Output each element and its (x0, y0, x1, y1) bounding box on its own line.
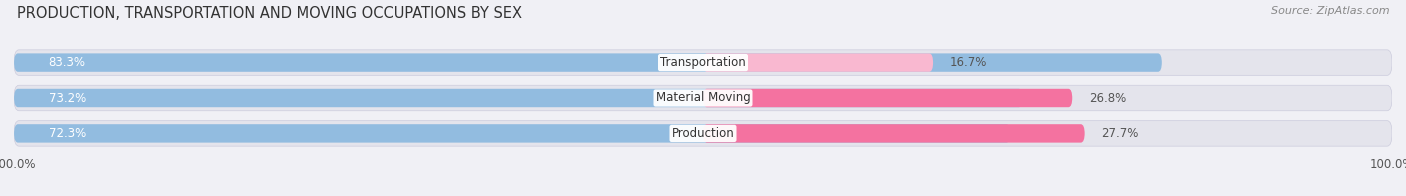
FancyBboxPatch shape (14, 85, 1392, 111)
FancyBboxPatch shape (703, 53, 934, 72)
Text: 73.2%: 73.2% (48, 92, 86, 104)
FancyBboxPatch shape (14, 53, 1161, 72)
Text: Transportation: Transportation (661, 56, 745, 69)
Text: Production: Production (672, 127, 734, 140)
FancyBboxPatch shape (14, 89, 1022, 107)
Text: 83.3%: 83.3% (48, 56, 86, 69)
Text: 26.8%: 26.8% (1088, 92, 1126, 104)
FancyBboxPatch shape (14, 124, 1011, 143)
FancyBboxPatch shape (14, 121, 1392, 146)
Text: Source: ZipAtlas.com: Source: ZipAtlas.com (1271, 6, 1389, 16)
Text: Material Moving: Material Moving (655, 92, 751, 104)
FancyBboxPatch shape (14, 50, 1392, 75)
Text: 16.7%: 16.7% (949, 56, 987, 69)
Text: 27.7%: 27.7% (1101, 127, 1139, 140)
Text: 72.3%: 72.3% (48, 127, 86, 140)
Text: PRODUCTION, TRANSPORTATION AND MOVING OCCUPATIONS BY SEX: PRODUCTION, TRANSPORTATION AND MOVING OC… (17, 6, 522, 21)
FancyBboxPatch shape (703, 89, 1073, 107)
Legend: Male, Female: Male, Female (643, 193, 763, 196)
FancyBboxPatch shape (703, 124, 1084, 143)
